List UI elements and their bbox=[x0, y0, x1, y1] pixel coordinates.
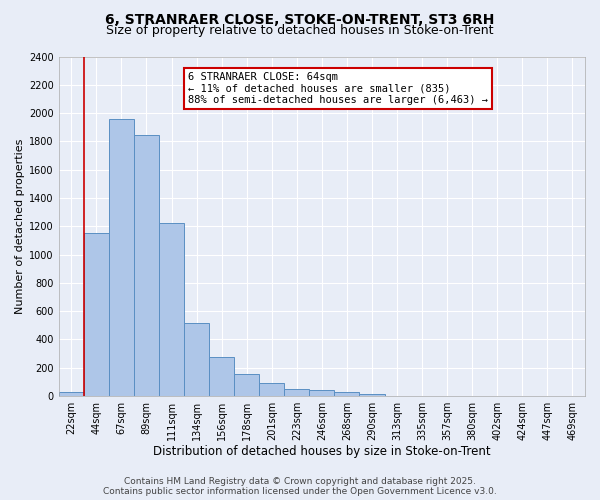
Bar bbox=[184, 323, 209, 396]
Bar bbox=[310, 390, 334, 396]
Bar bbox=[109, 119, 134, 396]
Bar bbox=[284, 389, 310, 396]
Bar bbox=[359, 394, 385, 396]
Bar bbox=[259, 384, 284, 396]
Bar bbox=[234, 374, 259, 396]
Bar bbox=[134, 135, 159, 396]
Bar bbox=[209, 357, 234, 396]
X-axis label: Distribution of detached houses by size in Stoke-on-Trent: Distribution of detached houses by size … bbox=[153, 444, 491, 458]
Text: Contains HM Land Registry data © Crown copyright and database right 2025.
Contai: Contains HM Land Registry data © Crown c… bbox=[103, 476, 497, 496]
Bar bbox=[84, 232, 109, 396]
Text: 6, STRANRAER CLOSE, STOKE-ON-TRENT, ST3 6RH: 6, STRANRAER CLOSE, STOKE-ON-TRENT, ST3 … bbox=[106, 12, 494, 26]
Text: 6 STRANRAER CLOSE: 64sqm
← 11% of detached houses are smaller (835)
88% of semi-: 6 STRANRAER CLOSE: 64sqm ← 11% of detach… bbox=[188, 72, 488, 105]
Y-axis label: Number of detached properties: Number of detached properties bbox=[15, 138, 25, 314]
Bar bbox=[334, 392, 359, 396]
Bar bbox=[159, 223, 184, 396]
Bar bbox=[59, 392, 84, 396]
Text: Size of property relative to detached houses in Stoke-on-Trent: Size of property relative to detached ho… bbox=[106, 24, 494, 37]
